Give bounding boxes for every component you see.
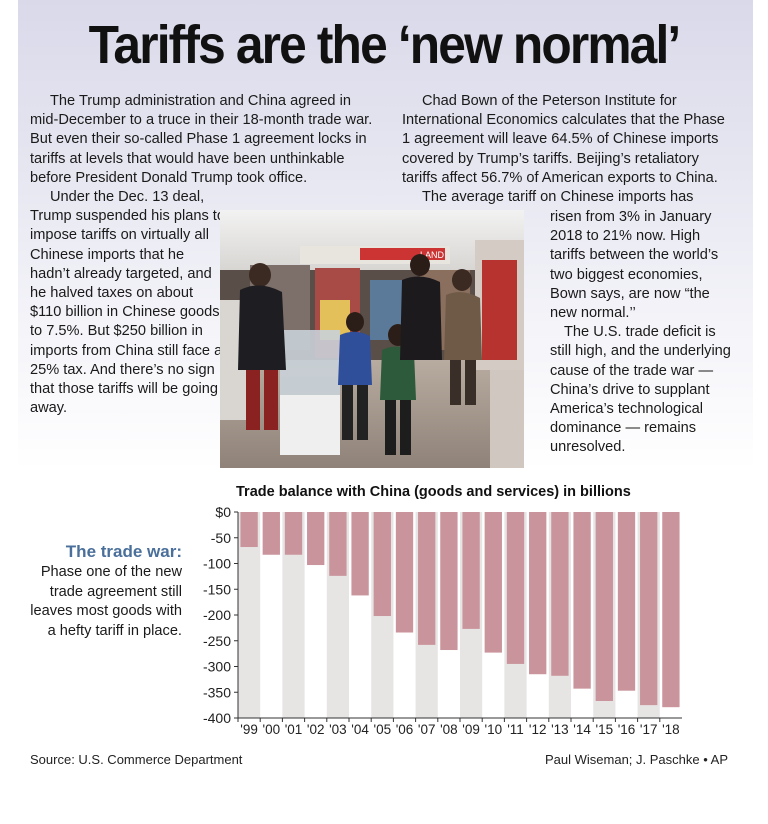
- bar-y99: [240, 512, 258, 548]
- x-tick-label: '15: [596, 722, 614, 737]
- column-stripe: [238, 512, 261, 718]
- article-column-right-lower: risen from 3% in January 2018 to 21% now…: [550, 208, 736, 458]
- bar-y01: [284, 512, 303, 555]
- store-photo-illustration: LAND: [220, 210, 524, 468]
- y-tick-label: -50: [211, 530, 231, 546]
- store-photo: LAND: [220, 210, 524, 468]
- x-tick-label: '08: [440, 722, 458, 737]
- bar-y18: [662, 512, 680, 708]
- x-tick-label: '14: [573, 722, 591, 737]
- bar-y17: [640, 512, 658, 706]
- x-tick-label: '02: [307, 722, 325, 737]
- x-tick-label: '11: [507, 722, 524, 737]
- y-tick-label: -300: [203, 659, 231, 675]
- bar-y08: [440, 512, 458, 651]
- article-paragraph-4-start: The average tariff on Chinese imports ha…: [422, 189, 694, 206]
- bar-y12: [529, 512, 547, 675]
- sidebar-text: Phase one of the new trade agreement sti…: [30, 564, 182, 639]
- store-sign-text: LAND: [420, 250, 445, 260]
- credit-note: Paul Wiseman; J. Paschke • AP: [544, 752, 728, 767]
- bar-y03: [329, 512, 347, 576]
- y-tick-label: -350: [203, 684, 231, 700]
- bar-y09: [462, 512, 480, 629]
- x-tick-label: '00: [263, 722, 281, 737]
- x-tick-label: '18: [662, 722, 680, 737]
- y-tick-label: $0: [215, 504, 231, 520]
- x-tick-label: '16: [618, 722, 636, 737]
- bar-y07: [418, 512, 436, 645]
- article-paragraph-3: Chad Bown of the Peterson Institute for …: [402, 93, 725, 186]
- x-tick-label: '04: [351, 722, 369, 737]
- y-tick-label: -150: [203, 581, 231, 597]
- y-tick-label: -400: [203, 710, 231, 726]
- chart-title: Trade balance with China (goods and serv…: [236, 484, 631, 500]
- x-tick-label: '07: [418, 722, 436, 737]
- x-tick-label: '01: [285, 722, 303, 737]
- article-column-right: Chad Bown of the Peterson Institute for …: [402, 92, 736, 207]
- bar-y10: [484, 512, 502, 653]
- bar-y06: [395, 512, 414, 633]
- x-tick-label: '13: [551, 722, 569, 737]
- x-tick-label: '10: [485, 722, 503, 737]
- x-tick-label: '12: [529, 722, 547, 737]
- x-tick-label: '03: [329, 722, 347, 737]
- x-tick-label: '06: [396, 722, 414, 737]
- x-tick-label: '09: [462, 722, 480, 737]
- y-tick-label: -100: [203, 556, 231, 572]
- bar-y02: [307, 512, 325, 566]
- sidebar-title: The trade war:: [65, 542, 182, 561]
- article-paragraph-5: The U.S. trade deficit is still high, an…: [550, 324, 731, 456]
- source-note: Source: U.S. Commerce Department: [30, 752, 243, 767]
- column-stripe: [282, 512, 305, 718]
- bar-y00: [262, 512, 280, 555]
- x-tick-label: '05: [374, 722, 392, 737]
- x-tick-label: '99: [240, 722, 258, 737]
- bar-y14: [573, 512, 591, 689]
- bar-y11: [506, 512, 525, 664]
- bar-y13: [551, 512, 569, 676]
- article-column-left: The Trump administration and China agree…: [30, 92, 374, 418]
- article-paragraph-1: The Trump administration and China agree…: [30, 93, 373, 186]
- headline: Tariffs are the ‘new normal’: [88, 15, 682, 75]
- x-tick-label: '17: [640, 722, 658, 737]
- y-tick-label: -200: [203, 607, 231, 623]
- y-tick-label: -250: [203, 633, 231, 649]
- bar-y05: [373, 512, 391, 617]
- article-paragraph-2: Under the Dec. 13 deal, Trump suspended …: [30, 189, 225, 417]
- bar-y04: [351, 512, 369, 596]
- bar-y15: [595, 512, 613, 702]
- article-paragraph-4-cont: risen from 3% in January 2018 to 21% now…: [550, 209, 719, 322]
- bar-y16: [617, 512, 636, 691]
